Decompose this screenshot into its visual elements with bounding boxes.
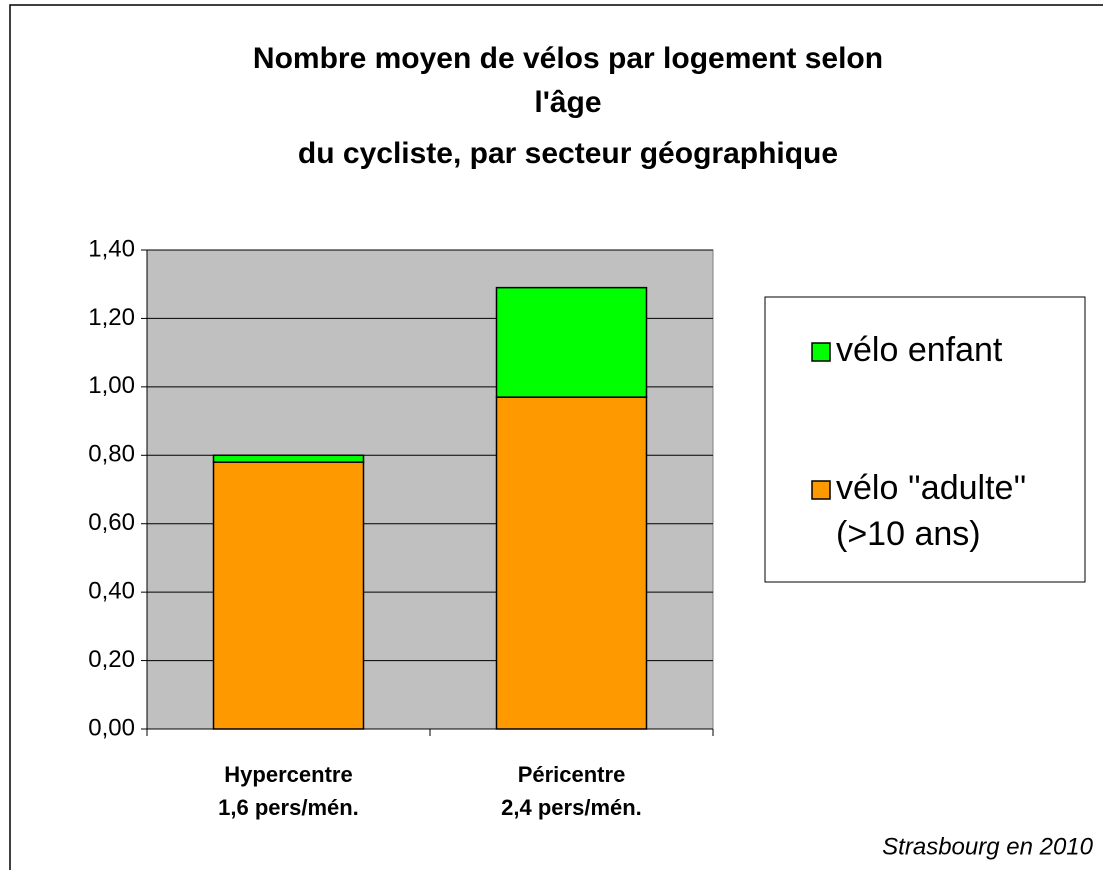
annotation: Strasbourg en 2010: [882, 833, 1093, 860]
y-tick-label: 1,20: [88, 304, 135, 331]
chart-title: l'âge: [534, 86, 601, 119]
legend-swatch: [811, 480, 831, 500]
x-tick-label: Péricentre 2,4 pers/mén.: [501, 762, 642, 820]
legend-label-line: (>10 ans): [836, 515, 981, 553]
x-tick-label: Hypercentre 1,6 pers/mén.: [218, 762, 359, 820]
y-tick-label: 0,40: [88, 577, 135, 604]
x-tick-label-line: 2,4 pers/mén.: [501, 795, 642, 820]
x-tick-label-line: Péricentre: [518, 762, 626, 787]
x-tick-label-line: 1,6 pers/mén.: [218, 795, 359, 820]
y-tick-label: 1,00: [88, 372, 135, 399]
bar-segment: [495, 396, 648, 730]
y-tick-label: 0,00: [88, 714, 135, 741]
bar-segment: [495, 286, 648, 398]
y-tick-label: 0,60: [88, 509, 135, 536]
y-tick-label: 0,80: [88, 441, 135, 468]
bar-segment: [212, 454, 365, 463]
x-tick-label-line: Hypercentre: [224, 762, 352, 787]
y-tick-label: 0,20: [88, 646, 135, 673]
y-tick-label: 1,40: [88, 235, 135, 262]
bar-segment: [212, 461, 365, 730]
chart-title: Nombre moyen de vélos par logement selon: [253, 42, 883, 75]
legend-label: vélo enfant: [836, 331, 1003, 369]
legend-label: vélo ''adulte'' (>10 ans): [836, 469, 1026, 553]
legend-label-line: vélo ''adulte'': [836, 469, 1026, 507]
chart-title: du cycliste, par secteur géographique: [298, 137, 838, 170]
legend-label-line: vélo enfant: [836, 331, 1003, 369]
legend-swatch: [811, 342, 831, 362]
